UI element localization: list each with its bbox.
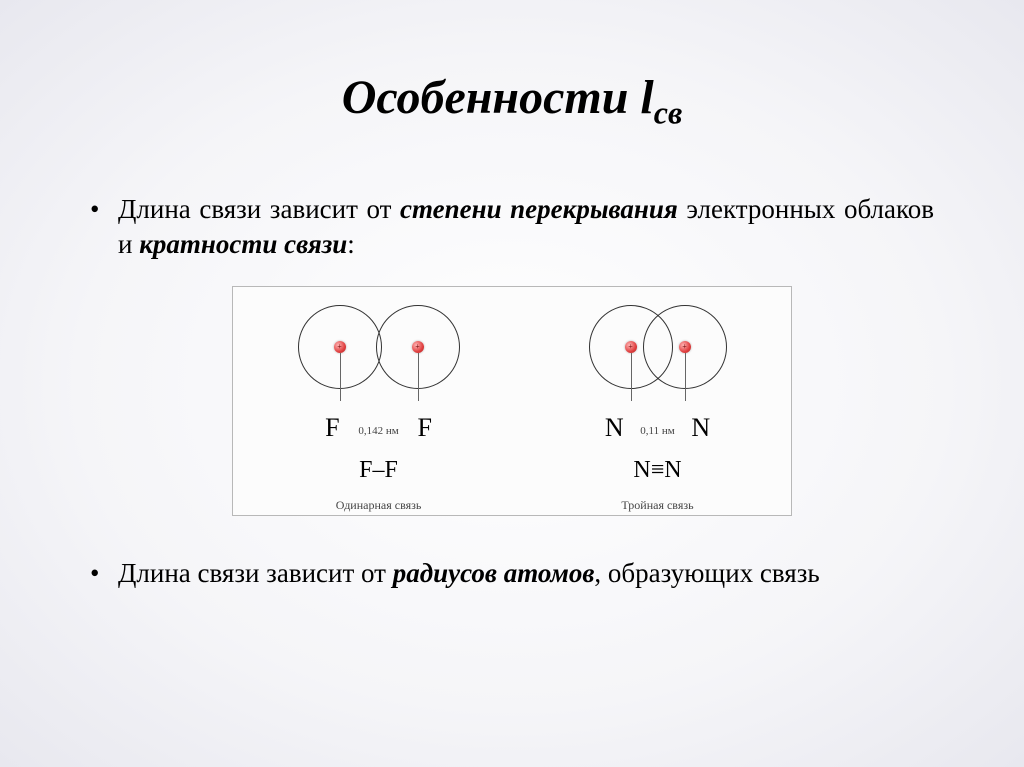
diagram-container: ++ F 0,142 нм F F–F Одинарная связь ++ N…	[80, 286, 944, 516]
title-subscript: св	[654, 95, 683, 131]
bullet-2: Длина связи зависит от радиусов атомов, …	[90, 556, 934, 591]
formula-left: F–F	[359, 457, 398, 484]
element-label-right-1: N	[594, 413, 634, 443]
nucleus-plus-icon: +	[412, 341, 424, 353]
bullet-list-2: Длина связи зависит от радиусов атомов, …	[90, 556, 934, 591]
nucleus-plus-icon: +	[334, 341, 346, 353]
element-label-left-2: F	[405, 413, 445, 443]
bullet-2-text-a: Длина связи зависит от	[118, 558, 393, 588]
orbitals-left: ++	[298, 305, 460, 395]
element-label-right-2: N	[681, 413, 721, 443]
dimension-tick	[685, 353, 686, 401]
element-label-left-1: F	[312, 413, 352, 443]
dimension-tick	[340, 353, 341, 401]
bullet-2-em-1: радиусов атомов	[393, 558, 595, 588]
dimension-tick	[631, 353, 632, 401]
bullet-1-text-a: Длина связи зависит от	[118, 194, 400, 224]
distance-label-right: 0,11 нм	[640, 425, 674, 437]
formula-right: N≡N	[633, 457, 681, 484]
caption-right: Тройная связь	[621, 498, 693, 513]
bullet-2-text-b: , образующих связь	[594, 558, 819, 588]
bullet-1-em-2: кратности связи	[139, 229, 347, 259]
nucleus-plus-icon: +	[625, 341, 637, 353]
molecule-left: ++ F 0,142 нм F F–F Одинарная связь	[298, 305, 460, 513]
slide: Особенности lсв Длина связи зависит от с…	[0, 0, 1024, 767]
element-row-right: N 0,11 нм N	[594, 413, 720, 443]
molecule-right: ++ N 0,11 нм N N≡N Тройная связь	[589, 305, 727, 513]
title-main: Особенности l	[342, 71, 654, 124]
bullet-1-em-1: степени перекрывания	[400, 194, 678, 224]
orbitals-right: ++	[589, 305, 727, 395]
slide-title: Особенности lсв	[80, 70, 944, 132]
bullet-1: Длина связи зависит от степени перекрыва…	[90, 192, 934, 262]
caption-left: Одинарная связь	[336, 498, 422, 513]
nucleus-plus-icon: +	[679, 341, 691, 353]
bullet-list: Длина связи зависит от степени перекрыва…	[90, 192, 934, 262]
bullet-1-text-c: :	[347, 229, 355, 259]
bond-diagram: ++ F 0,142 нм F F–F Одинарная связь ++ N…	[232, 286, 792, 516]
dimension-tick	[418, 353, 419, 401]
distance-label-left: 0,142 нм	[358, 425, 398, 437]
element-row-left: F 0,142 нм F	[312, 413, 444, 443]
